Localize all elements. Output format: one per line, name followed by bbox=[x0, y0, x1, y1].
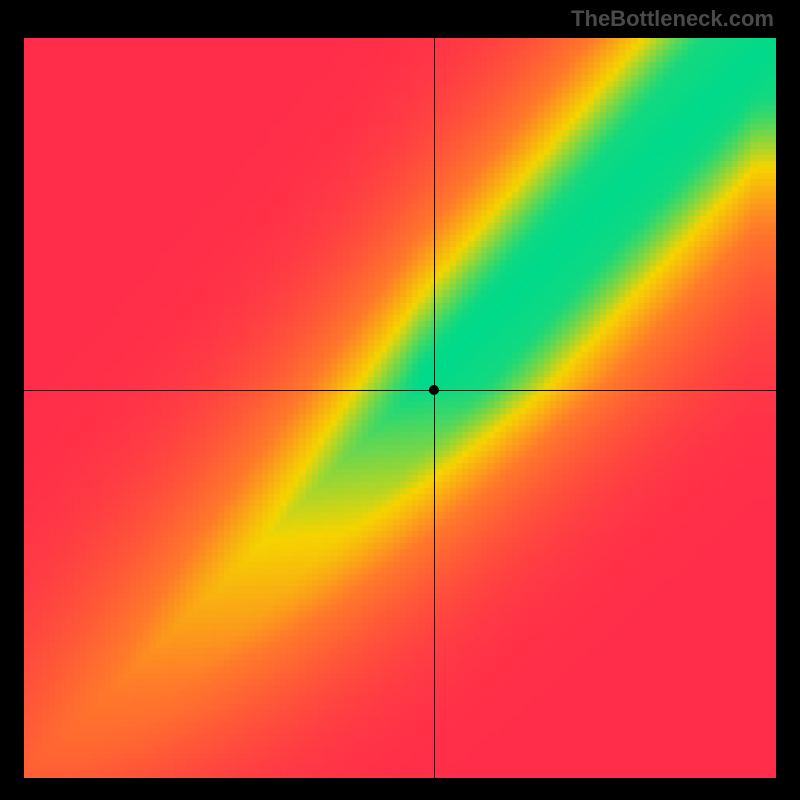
watermark-text: TheBottleneck.com bbox=[571, 6, 774, 32]
plot-area bbox=[24, 38, 776, 778]
crosshair-horizontal bbox=[24, 390, 776, 391]
selection-marker-icon bbox=[429, 385, 439, 395]
crosshair-vertical bbox=[434, 38, 435, 778]
heatmap-canvas bbox=[24, 38, 776, 778]
